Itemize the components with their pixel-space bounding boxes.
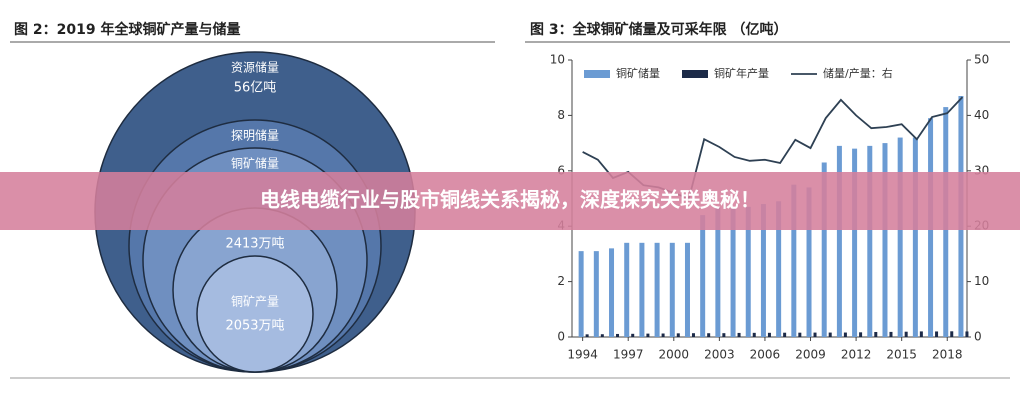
- bar: [722, 333, 726, 337]
- bar: [912, 137, 918, 337]
- bar: [783, 332, 787, 337]
- bar: [897, 137, 903, 337]
- bar: [691, 333, 695, 337]
- bar: [737, 332, 741, 337]
- bar: [745, 206, 751, 337]
- x-tick-label: 2009: [795, 348, 826, 362]
- x-tick-label: 2018: [932, 348, 963, 362]
- bar: [843, 332, 847, 337]
- y-tick-label: 6: [557, 163, 565, 177]
- bar: [730, 206, 736, 337]
- y-tick-label: 2: [557, 274, 565, 288]
- legend-label: 铜矿储量: [616, 66, 660, 80]
- ring-value: 2053万吨: [225, 319, 284, 334]
- bar: [874, 331, 878, 337]
- bar: [639, 242, 645, 337]
- x-tick-label: 2006: [750, 348, 781, 362]
- right-chart-title: 图 3：全球铜矿储量及可采年限 （亿吨）: [530, 21, 788, 38]
- x-tick-label: 1994: [567, 348, 598, 362]
- bar: [700, 215, 706, 337]
- bar: [904, 331, 908, 337]
- bar: [707, 333, 711, 337]
- ring-label: 铜矿产量: [231, 294, 279, 309]
- bar: [919, 331, 923, 337]
- x-tick-label: 2000: [659, 348, 690, 362]
- bar: [859, 332, 863, 337]
- bar: [654, 242, 660, 337]
- bar: [950, 331, 954, 337]
- bar: [821, 162, 827, 337]
- y2-tick-label: 50: [974, 53, 989, 67]
- bar: [593, 251, 599, 337]
- ring-label: 铜矿储量: [231, 156, 279, 171]
- banner-title: 电线电缆行业与股市铜线关系揭秘，深度探究关联奥秘！: [260, 188, 760, 212]
- left-chart-title: 图 2：2019 年全球铜矿产量与储量: [14, 21, 240, 38]
- ring-value: 2413万吨: [225, 237, 284, 252]
- bar: [616, 333, 620, 337]
- bar: [609, 248, 615, 337]
- y-tick-label: 0: [557, 330, 565, 344]
- bar: [646, 333, 650, 337]
- bar: [806, 187, 812, 337]
- legend-swatch: [682, 70, 708, 78]
- x-tick-label: 2003: [704, 348, 735, 362]
- legend-swatch: [584, 70, 610, 78]
- ring-label: 探明储量: [231, 128, 279, 143]
- ring-value: 56亿吨: [234, 81, 277, 96]
- bar: [767, 332, 771, 337]
- bar: [585, 334, 589, 337]
- bar: [965, 331, 969, 337]
- banner-bg: [0, 172, 1020, 230]
- y-tick-label: 8: [557, 108, 565, 122]
- bar: [661, 333, 665, 337]
- x-tick-label: 1997: [613, 348, 644, 362]
- bar: [889, 331, 893, 337]
- bar: [867, 145, 873, 337]
- bar: [684, 242, 690, 337]
- bar: [798, 332, 802, 337]
- legend-label: 铜矿年产量: [714, 66, 769, 80]
- y2-tick-label: 10: [974, 274, 989, 288]
- bar: [760, 204, 766, 337]
- bar: [715, 206, 721, 337]
- bar: [791, 184, 797, 337]
- bar: [852, 148, 858, 337]
- bar: [676, 333, 680, 337]
- banner: 电线电缆行业与股市铜线关系揭秘，深度探究关联奥秘！: [0, 172, 1020, 230]
- bar: [624, 242, 630, 337]
- y-tick-label: 10: [550, 53, 565, 67]
- bar: [828, 332, 832, 337]
- bar: [669, 242, 675, 337]
- bar: [813, 332, 817, 337]
- bar: [882, 143, 888, 337]
- bar: [935, 331, 939, 337]
- bar: [631, 333, 635, 337]
- y2-tick-label: 40: [974, 108, 989, 122]
- bar: [600, 334, 604, 337]
- x-tick-label: 2012: [841, 348, 872, 362]
- x-tick-label: 2015: [886, 348, 917, 362]
- bar: [836, 145, 842, 337]
- ring: [196, 255, 314, 373]
- bar: [578, 251, 584, 337]
- bar: [776, 201, 782, 337]
- legend-label: 储量/产量：右: [823, 66, 893, 80]
- y2-tick-label: 0: [974, 330, 982, 344]
- ring-label: 资源储量: [231, 60, 279, 75]
- bar: [752, 332, 756, 337]
